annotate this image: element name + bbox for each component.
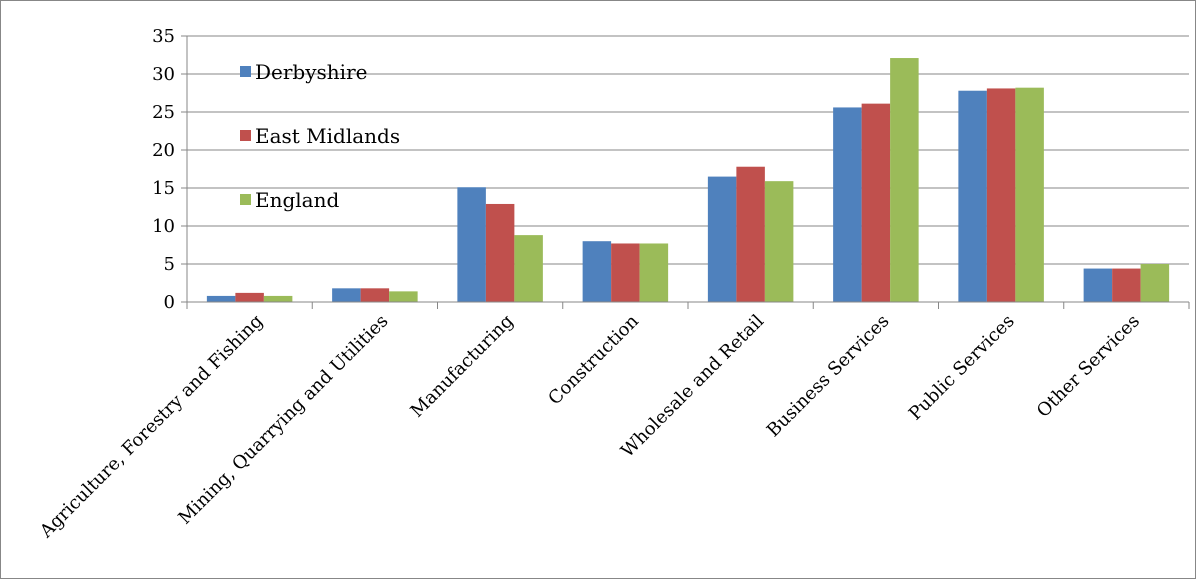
bar-england-1 <box>389 291 418 302</box>
bar-england-6 <box>1015 87 1044 303</box>
bar-england-0 <box>263 295 293 302</box>
y-tick-label: 15 <box>152 178 175 199</box>
bars <box>206 58 1170 303</box>
bar-derbyshire-6 <box>958 90 987 302</box>
y-tick-label: 30 <box>152 64 175 85</box>
bar-east-midlands-2 <box>485 203 515 302</box>
x-category-label: Other Services <box>1033 311 1144 422</box>
x-category-label: Construction <box>544 310 643 409</box>
x-category-label: Public Services <box>905 311 1019 425</box>
x-category-label: Agriculture, Forestry and Fishing <box>35 311 267 543</box>
x-category-label: Business Services <box>763 311 894 442</box>
x-category-label: Mining, Quarrying and Utilities <box>174 311 392 529</box>
y-tick-label: 20 <box>152 140 175 161</box>
x-category-labels: Agriculture, Forestry and FishingMining,… <box>35 310 1144 542</box>
bar-england-5 <box>890 58 919 302</box>
y-tick-labels: 0 5 10 15 20 25 30 35 <box>152 26 175 313</box>
bar-east-midlands-4 <box>736 166 765 302</box>
x-category-label: Wholesale and Retail <box>617 311 768 462</box>
y-tick-label: 25 <box>152 102 175 123</box>
bar-east-midlands-7 <box>1112 268 1141 302</box>
y-tick-label: 5 <box>164 254 175 275</box>
y-tick-label: 35 <box>152 26 175 47</box>
bar-east-midlands-0 <box>235 292 264 302</box>
bar-england-4 <box>764 181 794 302</box>
legend-label: England <box>255 188 339 212</box>
bar-derbyshire-2 <box>457 187 486 302</box>
bar-derbyshire-1 <box>332 288 361 302</box>
axes <box>181 35 1190 309</box>
bar-derbyshire-5 <box>833 107 862 302</box>
x-category-label: Manufacturing <box>407 311 518 422</box>
bar-east-midlands-1 <box>360 288 390 302</box>
bar-derbyshire-4 <box>707 176 737 302</box>
bar-england-2 <box>514 235 543 302</box>
bar-east-midlands-5 <box>861 103 891 302</box>
bar-derbyshire-0 <box>206 295 236 302</box>
bar-england-3 <box>639 243 669 302</box>
legend-label: Derbyshire <box>255 60 367 84</box>
legend-swatch <box>240 194 251 205</box>
bar-derbyshire-3 <box>582 241 612 302</box>
legend-label: East Midlands <box>255 124 400 148</box>
legend: Derbyshire East Midlands England <box>240 60 400 212</box>
legend-swatch <box>240 66 251 77</box>
bar-derbyshire-7 <box>1083 268 1113 302</box>
bar-east-midlands-3 <box>611 243 640 302</box>
bar-england-7 <box>1140 264 1170 302</box>
gridlines <box>187 35 1189 265</box>
legend-swatch <box>240 130 251 141</box>
bar-east-midlands-6 <box>986 88 1016 302</box>
y-tick-label: 0 <box>164 292 175 313</box>
y-tick-label: 10 <box>152 216 175 237</box>
